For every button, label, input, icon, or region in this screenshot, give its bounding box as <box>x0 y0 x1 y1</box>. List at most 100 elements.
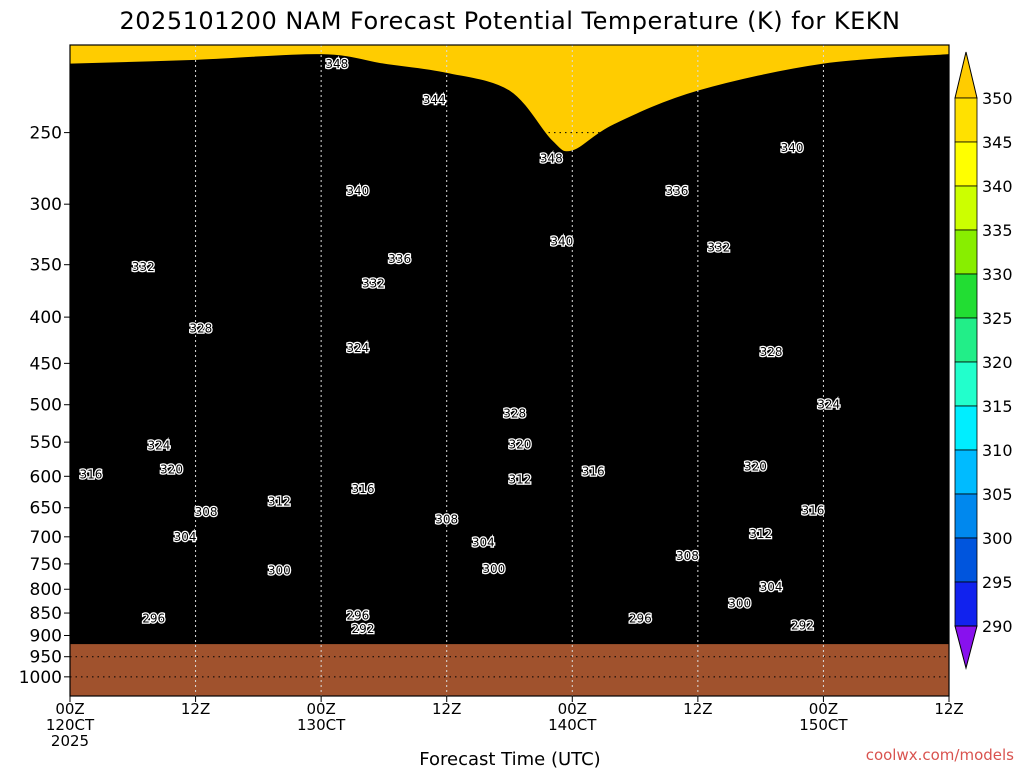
y-tick-label-300: 300 <box>30 195 62 215</box>
y-tick-label-500: 500 <box>30 396 62 416</box>
colorbar-label-315: 315 <box>982 397 1013 416</box>
colorbar-segment-330 <box>954 273 978 319</box>
isentrope-label-32: 300 <box>268 564 291 578</box>
isentrope-348 <box>70 54 949 153</box>
y-tick-label-600: 600 <box>30 467 62 487</box>
colorbar-segment-335 <box>954 229 978 275</box>
colorbar-segment-295 <box>954 581 978 627</box>
isentrope-label-24: 312 <box>268 495 291 509</box>
isentrope-label-16: 324 <box>147 439 170 453</box>
isentrope-label-21: 320 <box>744 459 767 473</box>
isentrope-label-27: 308 <box>435 513 458 527</box>
isentrope-312 <box>70 485 949 533</box>
y-tick-label-650: 650 <box>30 499 62 519</box>
isentrope-label-19: 316 <box>79 467 102 481</box>
isentrope-300 <box>70 563 949 610</box>
isentrope-label-4: 336 <box>665 184 688 198</box>
isentrope-label-26: 308 <box>195 505 218 519</box>
color-bands <box>70 45 949 696</box>
isentrope-label-38: 296 <box>629 612 652 626</box>
y-tick-label-850: 850 <box>30 604 62 624</box>
colorbar-segment-350 <box>954 97 978 143</box>
colorbar-label-320: 320 <box>982 353 1013 372</box>
colorbar-top-arrow <box>954 51 978 99</box>
isentrope-328 <box>70 316 949 407</box>
x-tick-label-2-1: 00Z <box>306 700 335 718</box>
isentrope-label-3: 340 <box>781 141 804 155</box>
y-tick-label-950: 950 <box>30 648 62 668</box>
x-tick-label-2-2: 130CT <box>297 716 346 734</box>
isentrope-label-7: 332 <box>707 241 730 255</box>
isentrope-label-36: 296 <box>142 612 165 626</box>
isentrope-label-31: 308 <box>676 549 699 563</box>
y-tick-label-350: 350 <box>30 256 62 276</box>
isentrope-label-5: 340 <box>346 184 369 198</box>
isentrope-label-0: 348 <box>325 57 348 71</box>
colorbar-segment-320 <box>954 361 978 407</box>
colorbar-label-345: 345 <box>982 133 1013 152</box>
isentrope-316 <box>70 462 949 500</box>
colorbar-label-295: 295 <box>982 573 1013 592</box>
isentrope-lines <box>70 54 949 639</box>
colorbar-segment-300 <box>954 537 978 583</box>
isentrope-320 <box>70 445 949 471</box>
isentrope-label-18: 320 <box>160 463 183 477</box>
isentrope-label-35: 300 <box>728 597 751 611</box>
y-tick-label-900: 900 <box>30 626 62 646</box>
x-tick-label-6-1: 00Z <box>809 700 838 718</box>
colorbar-segment-345 <box>954 141 978 187</box>
colorbar-label-325: 325 <box>982 309 1013 328</box>
y-tick-label-400: 400 <box>30 308 62 328</box>
isentrope-label-34: 304 <box>760 580 783 594</box>
isentrope-296 <box>70 607 949 624</box>
isentrope-label-39: 292 <box>352 622 375 636</box>
colorbar-label-290: 290 <box>982 617 1013 636</box>
isentrope-332 <box>70 241 949 344</box>
isentrope-label-14: 328 <box>503 406 526 420</box>
isentrope-label-2: 348 <box>540 151 563 165</box>
y-tick-label-750: 750 <box>30 555 62 575</box>
y-tick-label-450: 450 <box>30 354 62 374</box>
x-tick-label-0-2: 120CT <box>46 716 95 734</box>
colorbar-segment-310 <box>954 449 978 495</box>
colorbar-label-335: 335 <box>982 221 1013 240</box>
isentrope-label-28: 312 <box>749 527 772 541</box>
isentrope-label-37: 296 <box>346 608 369 622</box>
isentrope-label-13: 328 <box>760 345 783 359</box>
y-tick-label-700: 700 <box>30 528 62 548</box>
isentrope-324 <box>70 353 949 421</box>
isentrope-label-30: 304 <box>472 535 495 549</box>
x-tick-label-7-1: 12Z <box>934 700 963 718</box>
y-tick-label-1000: 1000 <box>19 668 62 688</box>
isentrope-292 <box>70 625 949 639</box>
isentrope-336 <box>70 203 949 301</box>
isentrope-label-23: 316 <box>352 482 375 496</box>
y-tick-label-250: 250 <box>30 124 62 144</box>
x-tick-label-6-2: 150CT <box>799 716 848 734</box>
isentrope-label-12: 324 <box>346 341 369 355</box>
grid-lines <box>70 45 949 696</box>
isentrope-308 <box>70 510 949 565</box>
x-tick-label-4-1: 00Z <box>558 700 587 718</box>
isentrope-label-25: 316 <box>802 504 825 518</box>
y-axis: 2503003504004505005506006507007508008509… <box>19 124 70 688</box>
isentrope-label-8: 336 <box>388 252 411 266</box>
colorbar-segment-315 <box>954 405 978 451</box>
x-tick-label-1-1: 12Z <box>181 700 210 718</box>
y-tick-label-800: 800 <box>30 580 62 600</box>
x-tick-label-3-1: 12Z <box>432 700 461 718</box>
colorbar-label-350: 350 <box>982 89 1013 108</box>
isentrope-label-17: 320 <box>509 437 532 451</box>
isentrope-label-15: 324 <box>817 398 840 412</box>
colorbar-label-300: 300 <box>982 529 1013 548</box>
colorbar-label-305: 305 <box>982 485 1013 504</box>
x-axis-label: Forecast Time (UTC) <box>419 749 600 768</box>
x-tick-label-4-2: 140CT <box>548 716 597 734</box>
x-tick-label-0-1: 00Z <box>55 700 84 718</box>
isentrope-label-20: 316 <box>582 465 605 479</box>
colorbar-segment-340 <box>954 185 978 231</box>
colorbar-bottom-arrow <box>954 625 978 670</box>
